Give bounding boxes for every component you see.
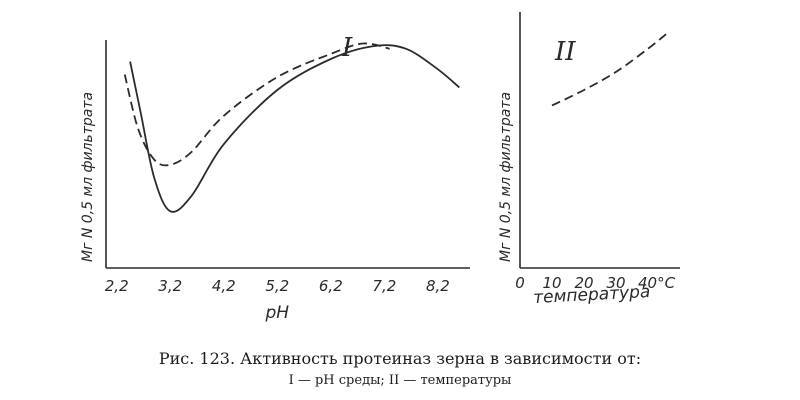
x-tick-label: 20 [574, 274, 593, 292]
x-tick-label: 8,2 [426, 277, 450, 295]
x-tick-label: 4,2 [212, 277, 236, 295]
series-line-temperature [551, 32, 668, 107]
chart-panel-1: 2,2 3,2 4,2 5,2 6,2 7,2 8,2 pH Мг N 0,5 мл фильт… [80, 33, 470, 323]
series-line-2-dashed [123, 42, 390, 167]
series-line-1-solid [129, 44, 460, 213]
y-axis-title-1: Мг N 0,5 мл фильтрата [80, 92, 96, 262]
panel-label-2: II [554, 37, 576, 67]
y-axis-title-2: Мг N 0,5 мл фильтрата [498, 92, 514, 262]
x-tick-label: 7,2 [372, 277, 396, 295]
figure-caption: Рис. 123. Активность протеиназ зерна в з… [0, 348, 800, 392]
x-tick-label: 6,2 [319, 277, 343, 295]
x-tick-label: 5,2 [265, 277, 289, 295]
x-tick-label: 3,2 [158, 277, 182, 295]
x-tick-label: 30 [606, 274, 625, 292]
x-tick-label: 0 [515, 274, 525, 292]
caption-line-1: Рис. 123. Активность протеиназ зерна в з… [158, 349, 642, 368]
x-axis-title-1: pH [265, 303, 290, 323]
chart-canvas: 2,2 3,2 4,2 5,2 6,2 7,2 8,2 pH Мг N 0,5 мл фильт… [80, 12, 680, 323]
x-tick-label: 40°C [638, 274, 676, 292]
x-tick-label: 2,2 [105, 277, 129, 295]
x-tick-label: 10 [542, 274, 561, 292]
caption-line-2: I — pH среды; II — температуры [288, 373, 512, 388]
